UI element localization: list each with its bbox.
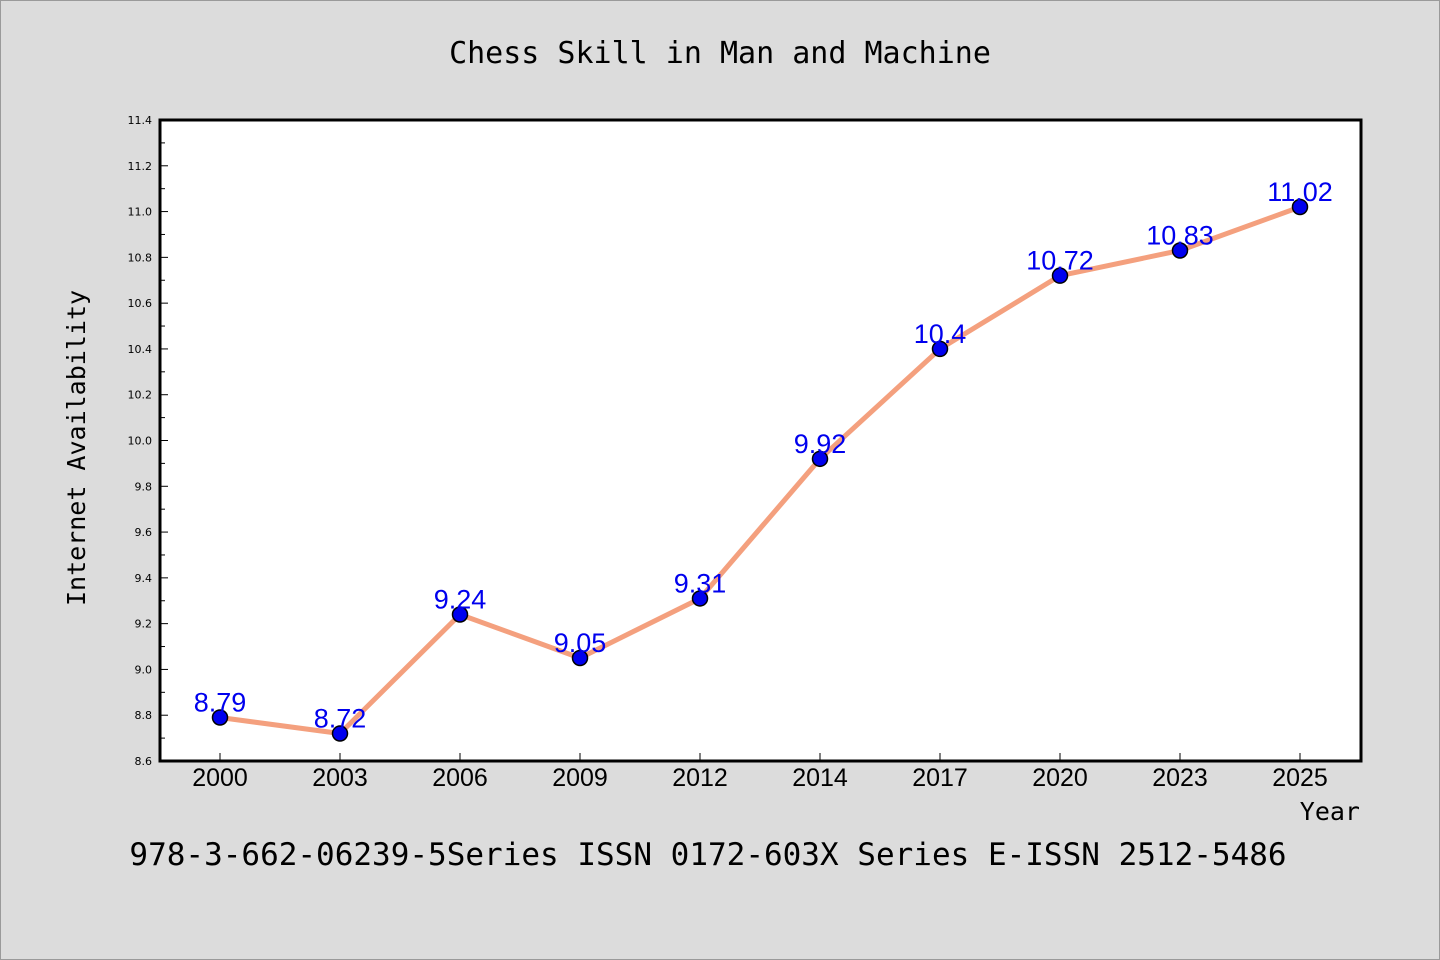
data-point-marker (1051, 267, 1069, 284)
y-axis-label: Internet Availability (62, 290, 91, 606)
x-axis-label: Year (1300, 797, 1360, 826)
y-tick-label: 11.0 (128, 206, 153, 219)
data-label: 10.83 (1146, 220, 1214, 250)
data-point-marker (1291, 198, 1309, 216)
y-tick-label: 9.6 (135, 526, 153, 539)
y-tick-label: 10.0 (128, 435, 153, 448)
y-tick-label: 10.2 (128, 389, 153, 402)
y-axis-ticks: 8.6 8.8 9.0 9.2 9.4 9.6 9.8 10.0 10.2 10.4 10.6 10.… (128, 114, 168, 768)
y-tick-label: 9.2 (135, 618, 153, 631)
y-tick-label: 8.6 (135, 755, 153, 768)
chart-title: Chess Skill in Man and Machine (449, 36, 991, 71)
data-point-marker (1171, 242, 1189, 259)
data-point-marker (331, 725, 349, 742)
x-tick-label: 2003 (312, 764, 368, 792)
series-line-group (217, 204, 1303, 737)
data-label: 11.02 (1267, 177, 1333, 207)
data-label: 10.72 (1026, 246, 1094, 276)
data-label: 9.31 (674, 568, 727, 598)
x-tick-label: 2017 (912, 764, 968, 792)
y-tick-label: 8.8 (135, 709, 153, 722)
data-label: 9.24 (434, 584, 487, 614)
x-tick-label: 2009 (552, 764, 608, 792)
data-point-marker (211, 709, 229, 726)
footer-isbn-text: 978-3-662-06239-5Series ISSN 0172-603X S… (129, 837, 1286, 873)
y-tick-label: 10.4 (128, 343, 153, 356)
x-tick-label: 2000 (192, 764, 248, 792)
data-label: 9.92 (794, 429, 847, 459)
series-line (217, 204, 1303, 737)
data-point-marker (691, 590, 709, 607)
data-point-marker (451, 606, 469, 623)
y-tick-label: 9.0 (135, 663, 153, 676)
y-tick-label: 9.8 (135, 480, 153, 493)
data-point-marker (571, 649, 589, 667)
x-tick-label: 2020 (1032, 764, 1088, 792)
y-tick-label: 10.8 (128, 251, 153, 264)
x-tick-label: 2014 (792, 764, 848, 792)
data-point-marker (811, 450, 829, 468)
plot-area (158, 118, 1363, 763)
data-points (211, 198, 1309, 742)
data-point-marker (931, 340, 949, 358)
x-tick-label: 2025 (1272, 764, 1328, 792)
y-tick-label: 11.4 (128, 114, 153, 127)
data-label: 8.72 (314, 704, 367, 734)
data-labels: 8.79 8.72 9.24 9.05 9.31 9.92 10.4 10.72 10.83 11… (194, 177, 1333, 734)
data-label: 10.4 (914, 319, 967, 349)
y-tick-label: 10.6 (128, 297, 153, 310)
y-tick-label: 11.2 (128, 160, 153, 173)
x-tick-label: 2012 (672, 764, 728, 792)
x-tick-label: 2006 (432, 764, 488, 792)
data-label: 9.05 (554, 628, 607, 658)
y-tick-label: 9.4 (135, 572, 153, 585)
data-label: 8.79 (194, 688, 247, 718)
x-axis-ticks: 2000 2003 2006 2009 2012 2014 2017 2020 2023 2025 (192, 753, 1328, 792)
x-tick-label: 2023 (1152, 764, 1208, 792)
